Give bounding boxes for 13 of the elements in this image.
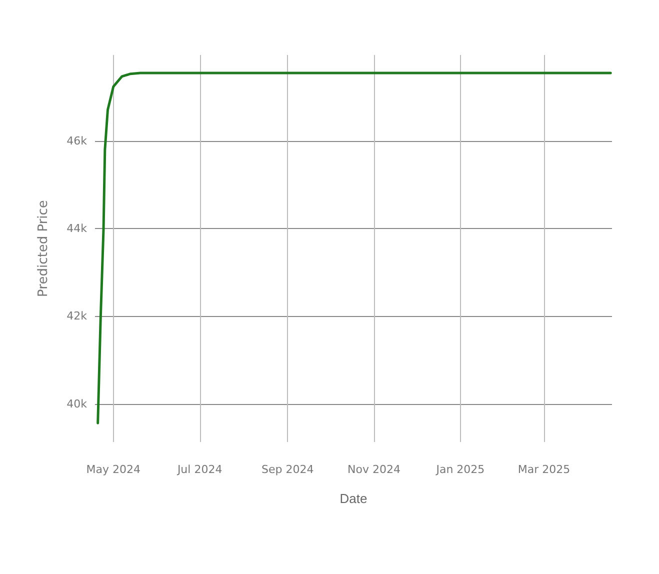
y-tick-label: 42k <box>66 310 88 323</box>
line-series <box>96 72 612 424</box>
x-tick-label: Nov 2024 <box>348 463 401 476</box>
x-tick-label: Mar 2025 <box>518 463 570 476</box>
x-tick-label: Jul 2024 <box>176 463 222 476</box>
x-tick-label: May 2024 <box>86 463 141 476</box>
y-axis-title: Predicted Price <box>36 200 51 297</box>
y-tick-label: 44k <box>66 222 88 236</box>
x-axis-title: Date <box>340 491 368 506</box>
y-tick-label: 40k <box>66 397 88 410</box>
y-tick-label: 46k <box>66 134 88 148</box>
x-tick-label: Jan 2025 <box>435 463 485 476</box>
x-tick-label: Sep 2024 <box>262 463 314 476</box>
